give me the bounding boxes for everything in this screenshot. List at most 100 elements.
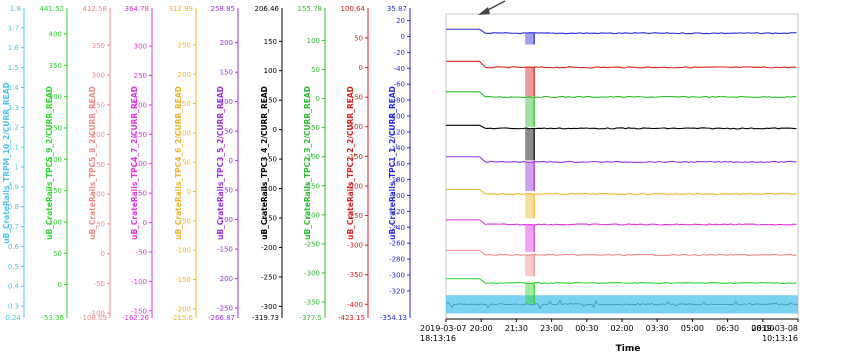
y-tick-label: -220: [389, 208, 405, 216]
series-dip-7: [525, 224, 535, 252]
y-tick-label: 0: [359, 64, 363, 72]
y-tick-label: 150: [178, 100, 191, 108]
y-tick-label: -50: [94, 280, 105, 288]
y-axis-max-label: 35.87: [387, 5, 407, 13]
y-tick-label: 100: [92, 191, 105, 199]
y-axis-9: 100.64 -423.15 50 0 -50 -100 -150 -200 -250 -300 -…: [338, 5, 369, 322]
y-axis-title: uB_CrateRails_TPC4_7_2/CURR_READ: [130, 86, 139, 240]
y-axis-min-label: -215.6: [170, 314, 193, 322]
y-axis-8: 155.78 -377.5 100 50 0 -50 -100 -150 -200 -250 -30…: [298, 5, 326, 322]
y-axis-2: 441.52 -53.36 400 350 300 250 200 150 100 50 0 uB_C…: [40, 5, 68, 322]
y-tick-label: -160: [389, 160, 405, 168]
y-tick-label: 200: [220, 39, 233, 47]
y-axis-max-label: 155.78: [298, 5, 323, 13]
x-tick-label-line: 10:13:16: [762, 334, 798, 343]
x-tick-label-line: 2019-03-08: [752, 324, 799, 333]
y-tick-label: -260: [389, 240, 405, 248]
y-axis-title: uB_CrateRails_TPC3_5_2/CURR_READ: [216, 86, 225, 240]
y-axis-max-label: 258.85: [211, 5, 236, 13]
y-axis-7: 206.46 -319.73 150 100 50 0 -50 -100 -150 -200 -25…: [252, 5, 283, 322]
y-axes: 1.8 0.24 1.7 1.6 1.5 1.4 1.3 1.2 1.1 1 0.9 0.8 0.7 0.…: [2, 5, 411, 322]
y-tick-label: 150: [264, 38, 277, 46]
y-tick-label: 1.6: [8, 44, 20, 52]
y-tick-label: 1: [15, 163, 19, 171]
y-tick-label: 250: [49, 124, 62, 132]
series-dip-8: [525, 254, 535, 277]
y-tick-label: 0: [229, 157, 233, 165]
y-tick-label: -300: [389, 271, 405, 279]
y-axis-max-label: 412.58: [83, 5, 108, 13]
y-tick-label: -250: [347, 212, 363, 220]
y-tick-label: 0.7: [8, 223, 19, 231]
y-axis-1: 1.8 0.24 1.7 1.6 1.5 1.4 1.3 1.2 1.1 1 0.9 0.8 0.7 0.…: [2, 5, 25, 322]
y-tick-label: -50: [222, 187, 233, 195]
y-tick-label: 0.4: [8, 283, 20, 291]
y-tick-label: 200: [92, 131, 105, 139]
y-tick-label: 0: [143, 219, 147, 227]
series-line-1: [446, 28, 797, 35]
y-tick-label: -150: [304, 182, 320, 190]
series-line-6: [446, 188, 797, 196]
y-tick-label: -20: [394, 49, 405, 57]
y-tick-label: -200: [389, 192, 405, 200]
x-tick-label-line: 21:30: [505, 324, 528, 333]
y-tick-label: 350: [92, 42, 105, 50]
y-tick-label: 200: [49, 156, 62, 164]
y-tick-label: -200: [261, 244, 277, 252]
series-dip-9: [525, 283, 535, 304]
band-series-line: [445, 299, 799, 310]
y-tick-label: -320: [389, 287, 405, 295]
plot-area[interactable]: [445, 13, 799, 320]
y-axis-max-label: 1.8: [10, 5, 21, 13]
y-tick-label: 50: [224, 128, 233, 136]
y-axis-min-label: -108.09: [80, 314, 107, 322]
series-line-9: [446, 278, 797, 285]
series-dip-3: [525, 96, 535, 127]
y-tick-label: 250: [134, 72, 147, 80]
x-tick-label: 2019-03-07 18:13:16: [420, 324, 467, 343]
y-tick-label: 100: [178, 129, 191, 137]
y-tick-label: 150: [134, 131, 147, 139]
y-tick-label: 0.3: [8, 303, 19, 311]
y-tick-label: -100: [261, 185, 277, 193]
plot-series: [445, 28, 799, 314]
y-axis-10: 35.87 -354.13 20 0 -20 -40 -60 -80 -100 -120 -140 -…: [380, 5, 411, 322]
y-tick-label: 50: [96, 220, 105, 228]
y-tick-label: -100: [131, 278, 147, 286]
y-tick-label: -200: [217, 275, 233, 283]
y-tick-label: 100: [220, 98, 233, 106]
x-tick-label-line: 2019-03-07: [420, 324, 467, 333]
y-tick-label: 0: [187, 188, 191, 196]
y-tick-label: 0: [273, 126, 277, 134]
y-tick-label: 50: [182, 159, 191, 167]
x-tick-label: 23:00: [540, 324, 563, 333]
y-tick-label: 1.4: [8, 84, 20, 92]
y-tick-label: 0: [101, 250, 105, 258]
pointer-arrow: [478, 0, 506, 15]
y-tick-label: -50: [136, 248, 147, 256]
x-tick-label-line: 00:30: [575, 324, 598, 333]
y-axis-6: 258.85 -266.87 200 150 100 50 0 -50 -100 -150 -200…: [208, 5, 239, 322]
y-axis-5: 312.99 -215.6 250 200 150 100 50 0 -50 -100 -150 -2…: [169, 5, 197, 322]
x-tick-label-line: 05:00: [681, 324, 704, 333]
y-tick-label: -150: [131, 307, 147, 315]
y-axis-max-label: 312.99: [169, 5, 194, 13]
y-tick-label: 20: [396, 17, 405, 25]
y-tick-label: -100: [304, 153, 320, 161]
y-axis-min-label: -377.5: [299, 314, 322, 322]
y-tick-label: -350: [347, 271, 363, 279]
y-tick-label: -60: [394, 81, 405, 89]
x-tick-label-line: 20:00: [470, 324, 493, 333]
y-tick-label: -250: [217, 305, 233, 313]
y-tick-label: -150: [261, 215, 277, 223]
y-tick-label: -400: [347, 301, 363, 309]
y-axis-title: uB_CrateRails_TPC3_4_2/CURR_READ: [260, 86, 269, 240]
y-tick-label: 1.3: [8, 104, 19, 112]
y-tick-label: -300: [304, 269, 320, 277]
y-tick-label: 100: [307, 37, 320, 45]
series-line-2: [446, 60, 797, 69]
y-axis-max-label: 100.64: [341, 5, 366, 13]
y-axis-title: uB_CrateRails_TPC5_9_2/CURR_READ: [45, 86, 54, 240]
x-tick-label: 05:00: [681, 324, 704, 333]
